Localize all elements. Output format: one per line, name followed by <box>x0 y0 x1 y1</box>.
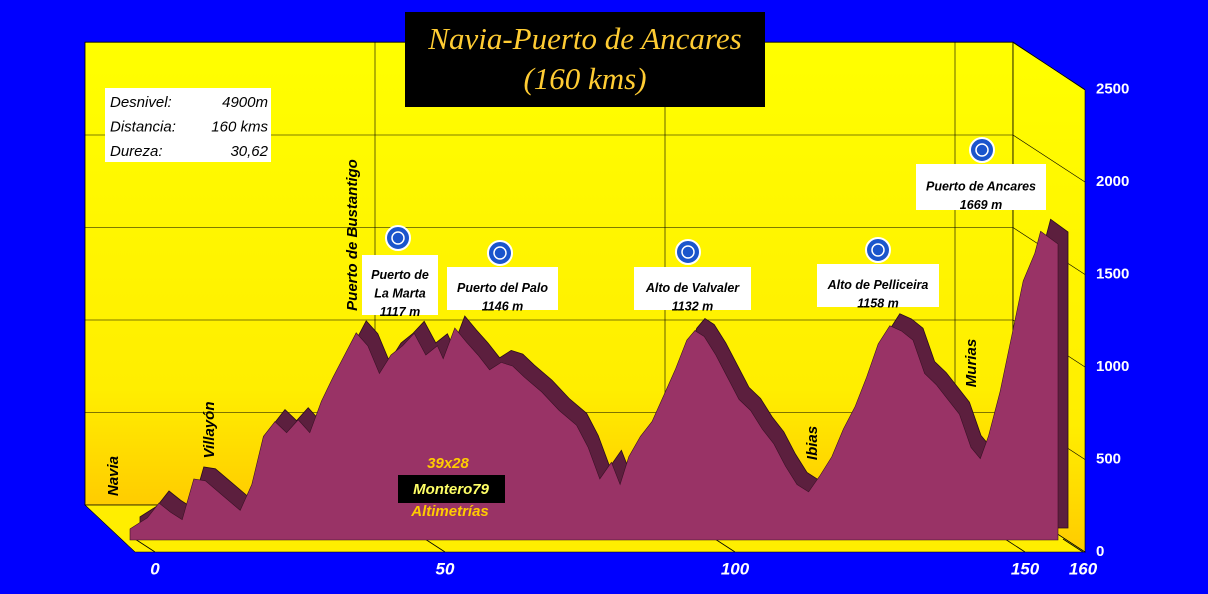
info-label: Desnivel: <box>110 94 172 111</box>
x-tick-label: 100 <box>721 559 750 578</box>
y-tick-label: 1000 <box>1096 358 1129 375</box>
y-tick-label: 0 <box>1096 543 1104 560</box>
info-label: Distancia: <box>110 118 176 135</box>
pass-name: Alto de Valvaler <box>645 281 740 295</box>
info-box <box>105 88 271 162</box>
pass-name: Puerto de <box>371 268 429 282</box>
title-box <box>405 12 765 107</box>
info-label: Dureza: <box>110 143 163 160</box>
pass-elevation: 1132 m <box>672 299 713 313</box>
grid-line <box>1012 134 1086 183</box>
info-value: 4900m <box>222 94 268 111</box>
pass-name: Puerto del Palo <box>457 281 548 295</box>
pass-icon-inner <box>681 245 695 259</box>
pass-box <box>817 264 939 307</box>
tick-mark <box>134 538 156 553</box>
place-label: Murias <box>963 339 980 387</box>
pass-icon <box>385 225 411 251</box>
info-value: 30,62 <box>230 143 268 160</box>
area <box>129 230 1059 541</box>
pass-name: Alto de Pelliceira <box>827 278 929 292</box>
y-tick-label: 2000 <box>1096 173 1129 190</box>
y-tick-label: 1500 <box>1096 265 1129 282</box>
pass-elevation: 1146 m <box>482 299 523 313</box>
tick-mark <box>424 538 446 553</box>
x-tick-label: 50 <box>436 559 455 578</box>
y-tick-label: 2500 <box>1096 80 1129 97</box>
tick-mark <box>714 538 736 553</box>
credit: 39x28 <box>427 455 469 472</box>
pass-icon <box>487 240 513 266</box>
place-label: Puerto de Bustantigo <box>344 159 361 311</box>
info-value: 160 kms <box>211 118 268 135</box>
pass-box <box>916 164 1046 210</box>
grid-line <box>1012 42 1086 90</box>
credit-box <box>398 475 505 503</box>
x-tick-label: 160 <box>1069 559 1098 578</box>
pass-icon-inner <box>975 143 989 157</box>
pass-name: Puerto de Ancares <box>926 179 1036 193</box>
pass-elevation: 1158 m <box>857 296 898 310</box>
pass-name: La Marta <box>374 287 425 301</box>
chart-title: Navia-Puerto de Ancares <box>427 21 741 56</box>
pass-elevation: 1669 m <box>960 198 1002 212</box>
place-label: Villayón <box>201 402 218 459</box>
pass-elevation: 1117 m <box>380 305 421 319</box>
tick-mark <box>1062 538 1084 553</box>
pass-icon <box>969 137 995 163</box>
pass-icon-inner <box>871 243 885 257</box>
credit: Altimetrías <box>410 503 489 520</box>
place-label: Navia <box>105 456 122 496</box>
pass-box <box>634 267 751 310</box>
x-tick-label: 150 <box>1011 559 1040 578</box>
y-tick-label: 500 <box>1096 450 1121 467</box>
pass-box <box>447 267 558 310</box>
tick-mark <box>1004 538 1026 553</box>
credit: Montero79 <box>413 481 490 498</box>
place-label: Ibias <box>804 426 821 460</box>
pass-icon <box>865 237 891 263</box>
pass-icon-inner <box>493 246 507 260</box>
pass-icon <box>675 239 701 265</box>
chart-subtitle: (160 kms) <box>523 61 646 96</box>
x-tick-label: 0 <box>150 559 160 578</box>
pass-box <box>362 255 438 315</box>
pass-icon-inner <box>391 231 405 245</box>
